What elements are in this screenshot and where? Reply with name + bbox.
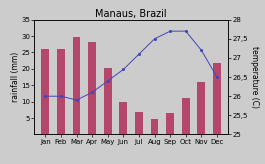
Bar [197, 82, 205, 134]
Bar [104, 68, 112, 134]
Bar [151, 119, 158, 134]
Bar [88, 42, 96, 134]
Bar [57, 49, 65, 134]
Bar [73, 37, 81, 134]
Bar [41, 49, 49, 134]
Y-axis label: temperature (C): temperature (C) [250, 46, 259, 108]
Bar [182, 98, 190, 134]
Title: Manaus, Brazil: Manaus, Brazil [95, 9, 167, 19]
Bar [213, 63, 221, 134]
Bar [166, 113, 174, 134]
Y-axis label: rainfall (mm): rainfall (mm) [11, 52, 20, 102]
Bar [135, 112, 143, 134]
Bar [120, 102, 127, 134]
